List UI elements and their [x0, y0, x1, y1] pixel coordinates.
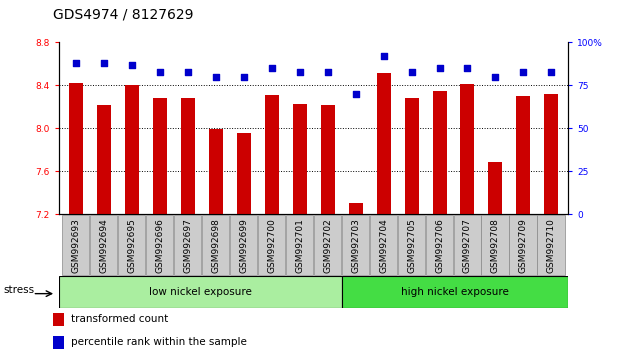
Point — [211, 74, 220, 80]
Bar — [461, 84, 474, 354]
Text: low nickel exposure: low nickel exposure — [149, 287, 252, 297]
Bar — [348, 204, 363, 354]
Text: GSM992698: GSM992698 — [211, 218, 220, 273]
Text: GSM992705: GSM992705 — [407, 218, 416, 273]
FancyBboxPatch shape — [314, 215, 341, 275]
Bar — [545, 94, 558, 354]
Bar — [53, 313, 64, 326]
Text: GSM992709: GSM992709 — [519, 218, 528, 273]
Bar — [181, 98, 195, 354]
Bar — [432, 91, 446, 354]
Bar — [320, 105, 335, 354]
Bar — [125, 85, 138, 354]
FancyBboxPatch shape — [425, 215, 453, 275]
Text: GSM992706: GSM992706 — [435, 218, 444, 273]
Bar — [517, 96, 530, 354]
Text: stress: stress — [3, 285, 34, 296]
FancyBboxPatch shape — [230, 215, 257, 275]
Point — [99, 60, 109, 66]
Bar — [53, 336, 64, 349]
Text: GSM992702: GSM992702 — [323, 218, 332, 273]
Point — [546, 69, 556, 74]
Point — [127, 62, 137, 68]
FancyBboxPatch shape — [369, 215, 397, 275]
Point — [491, 74, 501, 80]
Bar — [59, 276, 342, 308]
Text: GSM992701: GSM992701 — [295, 218, 304, 273]
Text: GSM992697: GSM992697 — [183, 218, 192, 273]
Point — [238, 74, 248, 80]
Bar — [209, 130, 223, 354]
Point — [435, 65, 445, 71]
Bar — [489, 161, 502, 354]
Text: GSM992699: GSM992699 — [239, 218, 248, 273]
Text: GSM992707: GSM992707 — [463, 218, 472, 273]
FancyBboxPatch shape — [453, 215, 481, 275]
Point — [519, 69, 528, 74]
Point — [351, 91, 361, 97]
FancyBboxPatch shape — [286, 215, 313, 275]
Bar — [97, 105, 111, 354]
Text: GSM992703: GSM992703 — [351, 218, 360, 273]
Bar — [69, 83, 83, 354]
Text: GSM992695: GSM992695 — [127, 218, 136, 273]
FancyBboxPatch shape — [397, 215, 425, 275]
FancyBboxPatch shape — [258, 215, 285, 275]
Point — [155, 69, 165, 74]
Text: GSM992708: GSM992708 — [491, 218, 500, 273]
Text: GSM992700: GSM992700 — [267, 218, 276, 273]
FancyBboxPatch shape — [90, 215, 117, 275]
Text: transformed count: transformed count — [71, 314, 169, 325]
Point — [379, 53, 389, 59]
Text: GSM992694: GSM992694 — [99, 218, 108, 273]
Bar — [237, 133, 251, 354]
FancyBboxPatch shape — [537, 215, 565, 275]
Text: GSM992704: GSM992704 — [379, 218, 388, 273]
FancyBboxPatch shape — [62, 215, 89, 275]
FancyBboxPatch shape — [118, 215, 145, 275]
Point — [323, 69, 333, 74]
Text: high nickel exposure: high nickel exposure — [401, 287, 509, 297]
Bar — [342, 276, 568, 308]
FancyBboxPatch shape — [342, 215, 369, 275]
FancyBboxPatch shape — [509, 215, 537, 275]
Point — [294, 69, 304, 74]
FancyBboxPatch shape — [481, 215, 509, 275]
Bar — [376, 73, 391, 354]
Text: GSM992710: GSM992710 — [547, 218, 556, 273]
Point — [407, 69, 417, 74]
Bar — [153, 98, 166, 354]
FancyBboxPatch shape — [202, 215, 229, 275]
Text: GSM992693: GSM992693 — [71, 218, 80, 273]
Point — [463, 65, 473, 71]
FancyBboxPatch shape — [146, 215, 173, 275]
FancyBboxPatch shape — [174, 215, 201, 275]
Bar — [404, 98, 419, 354]
Bar — [292, 104, 307, 354]
Text: GSM992696: GSM992696 — [155, 218, 164, 273]
Text: GDS4974 / 8127629: GDS4974 / 8127629 — [53, 7, 193, 21]
Point — [266, 65, 276, 71]
Point — [71, 60, 81, 66]
Point — [183, 69, 193, 74]
Text: percentile rank within the sample: percentile rank within the sample — [71, 337, 247, 348]
Bar — [265, 95, 279, 354]
